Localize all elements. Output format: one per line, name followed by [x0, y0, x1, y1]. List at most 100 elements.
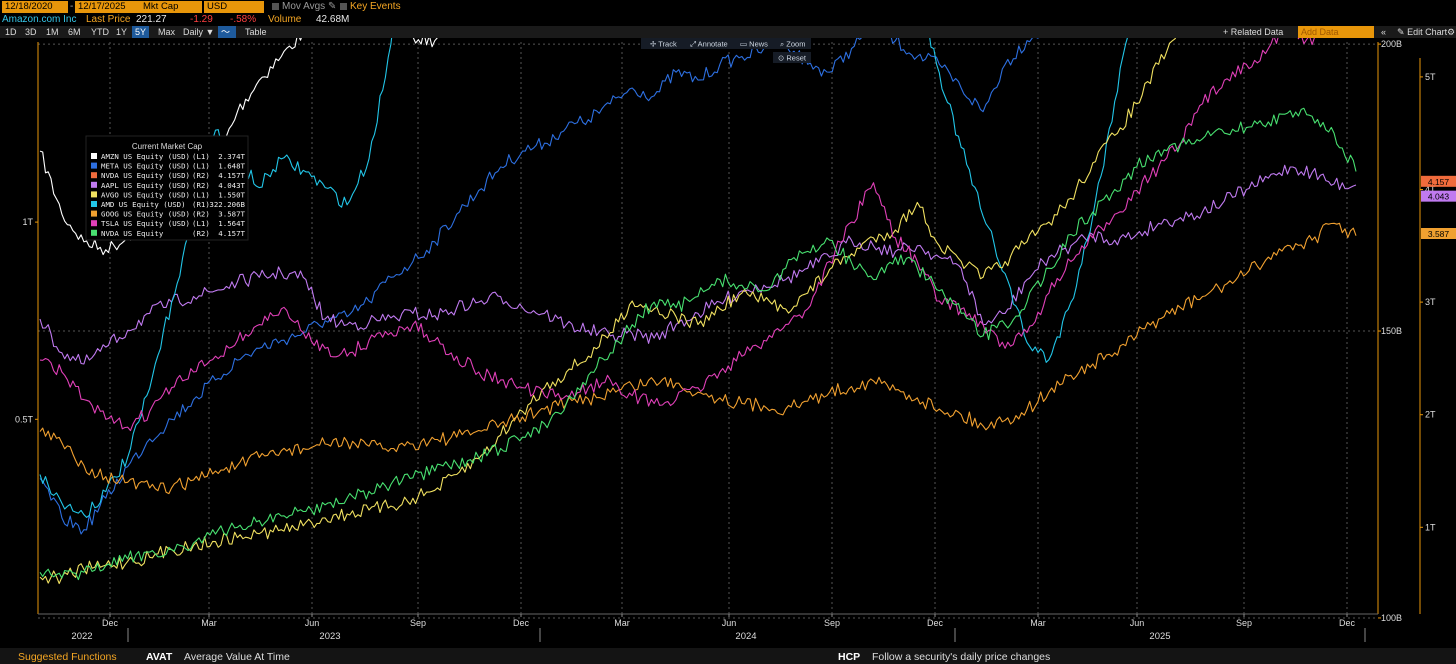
start-date-field[interactable]: 12/18/2020 — [2, 1, 68, 13]
zoom-button[interactable]: ⌕ Zoom — [780, 40, 805, 49]
amzn-series-line — [39, 38, 438, 256]
chart-type-icon[interactable]: 〜 — [218, 26, 236, 38]
track-button[interactable]: ✢ Track — [650, 40, 677, 49]
period-6m[interactable]: 6M — [68, 27, 81, 37]
add-data-field[interactable]: Add Data — [1298, 26, 1374, 38]
frequency-label: Daily — [183, 27, 204, 37]
reset-bg — [773, 52, 811, 63]
edit-chart-button[interactable]: ✎ Edit Chart — [1394, 26, 1450, 38]
period-1d[interactable]: 1D — [5, 27, 17, 37]
legend-swatch — [91, 210, 97, 217]
legend-swatch — [91, 181, 97, 188]
pencil-icon: ✎ — [327, 1, 337, 12]
legend-name: NVDA US Equity (USD) — [101, 171, 190, 180]
legend-swatch — [91, 172, 97, 179]
legend-axis: (L1) — [192, 152, 210, 161]
legend-axis: (L1) — [192, 162, 210, 171]
r2-tick-label: 4T — [1425, 185, 1436, 195]
badge-aapl-bg — [1421, 190, 1456, 202]
legend-name: AMZN US Equity (USD) — [101, 152, 190, 161]
period-1m[interactable]: 1M — [46, 27, 59, 37]
frequency-selector[interactable]: Daily ▼ — [180, 26, 217, 38]
gear-icon[interactable]: ⚙ — [1447, 27, 1456, 37]
legend-axis: (L1) — [192, 190, 210, 199]
field-selector[interactable]: Mkt Cap — [140, 1, 202, 13]
period-ytd[interactable]: YTD — [91, 27, 109, 37]
badge-nvda: 4.157 — [1428, 177, 1450, 187]
x-tick-label: Dec — [513, 618, 530, 628]
aapl-series-line — [39, 164, 1357, 365]
legend-value: 2.374T — [218, 152, 245, 161]
related-data-button[interactable]: + Related Data — [1223, 27, 1284, 37]
x-tick-label: Mar — [201, 618, 217, 628]
period-5y[interactable]: 5Y — [132, 26, 150, 38]
tool-strip — [641, 38, 811, 49]
legend-title: Current Market Cap — [132, 142, 203, 151]
legend-swatch — [91, 162, 97, 169]
last-price-label: Last Price — [86, 14, 131, 25]
r2-tick-label: 3T — [1425, 297, 1436, 307]
legend-name: GOOG US Equity (USD) — [101, 210, 190, 219]
x-year-label: 2025 — [1149, 631, 1170, 642]
key-events-label: Key Events — [350, 1, 401, 12]
x-tick-label: Sep — [824, 618, 840, 628]
table-toggle[interactable]: Table — [245, 27, 267, 37]
legend-value: 4.157T — [218, 171, 245, 180]
legend-value: 1.564T — [218, 219, 245, 228]
function-code-avat[interactable]: AVAT — [146, 651, 173, 663]
checkbox-icon — [340, 3, 347, 10]
volume-value: 42.68M — [316, 14, 350, 25]
legend-swatch — [91, 220, 97, 227]
legend-box — [85, 135, 249, 241]
x-tick-label: Dec — [927, 618, 944, 628]
currency-selector[interactable]: USD — [204, 1, 264, 13]
collapse-icon[interactable]: « — [1381, 27, 1387, 37]
x-tick-label: Mar — [614, 618, 630, 628]
x-year-label: 2023 — [319, 631, 340, 642]
function-desc-hcp[interactable]: Follow a security's daily price changes — [872, 651, 1051, 663]
left-tick-label: 1T — [22, 217, 33, 227]
chart-axes: Dec Mar Jun Sep Dec Mar Jun Sep Dec Mar Jun Sep Dec 2… — [15, 39, 1436, 642]
period-3d[interactable]: 3D — [25, 27, 37, 37]
tsla-series-line — [39, 38, 1315, 432]
function-code-hcp[interactable]: HCP — [838, 651, 861, 663]
checkbox-icon — [272, 3, 279, 10]
reset-button[interactable]: ⊙ Reset — [778, 54, 807, 63]
badge-aapl: 4.043 — [1428, 192, 1450, 202]
function-desc-avat[interactable]: Average Value At Time — [184, 651, 290, 663]
legend-value: 1.648T — [218, 162, 245, 171]
legend-swatch — [91, 229, 97, 236]
price-change-pct: -.58% — [230, 14, 257, 25]
suggested-functions-bar: Suggested Functions AVAT Average Value A… — [0, 648, 1456, 664]
period-1y[interactable]: 1Y — [116, 27, 128, 37]
legend-name: AVGO US Equity (USD) — [101, 190, 190, 199]
key-events-toggle[interactable]: Key Events — [340, 1, 401, 13]
chart-toolbar — [0, 26, 1456, 38]
mov-avgs-toggle[interactable]: Mov Avgs ✎ — [272, 1, 336, 13]
date-separator: - — [70, 1, 74, 12]
legend-swatch — [91, 153, 97, 159]
chart-tool-buttons: ✢ Track ⤢ Annotate ▭ News ⌕ Zoom ⊙ Reset — [641, 38, 811, 63]
period-max[interactable]: Max — [158, 27, 176, 37]
price-change: -1.29 — [190, 14, 213, 25]
badge-goog-bg — [1421, 228, 1456, 240]
news-button[interactable]: ▭ News — [740, 40, 768, 49]
security-name: Amazon.com Inc — [2, 14, 77, 25]
avgo-series-line — [39, 38, 1177, 585]
end-date-field[interactable]: 12/17/2025 — [75, 1, 141, 13]
r2-tick-label: 5T — [1425, 72, 1436, 82]
legend-value: 1.550T — [218, 190, 245, 199]
legend-value: 4.157T — [218, 229, 245, 238]
x-tick-label: Sep — [410, 618, 426, 628]
x-tick-label: Dec — [102, 618, 119, 628]
legend-axis: (R2) — [192, 210, 210, 219]
legend-axis: (R2) — [192, 229, 210, 238]
pencil-icon: ✎ — [1397, 27, 1405, 37]
r1-tick-label: 200B — [1381, 39, 1402, 49]
legend-axis: (R2) — [192, 181, 210, 190]
badge-goog: 3.587 — [1428, 229, 1450, 239]
annotate-button[interactable]: ⤢ Annotate — [689, 40, 728, 49]
market-cap-chart[interactable]: Dec Mar Jun Sep Dec Mar Jun Sep Dec Mar Jun Sep Dec 2… — [0, 38, 1456, 648]
quote-line: Amazon.com Inc Last Price 221.27 -1.29 -… — [0, 14, 1456, 26]
goog-series-line — [39, 222, 1357, 495]
